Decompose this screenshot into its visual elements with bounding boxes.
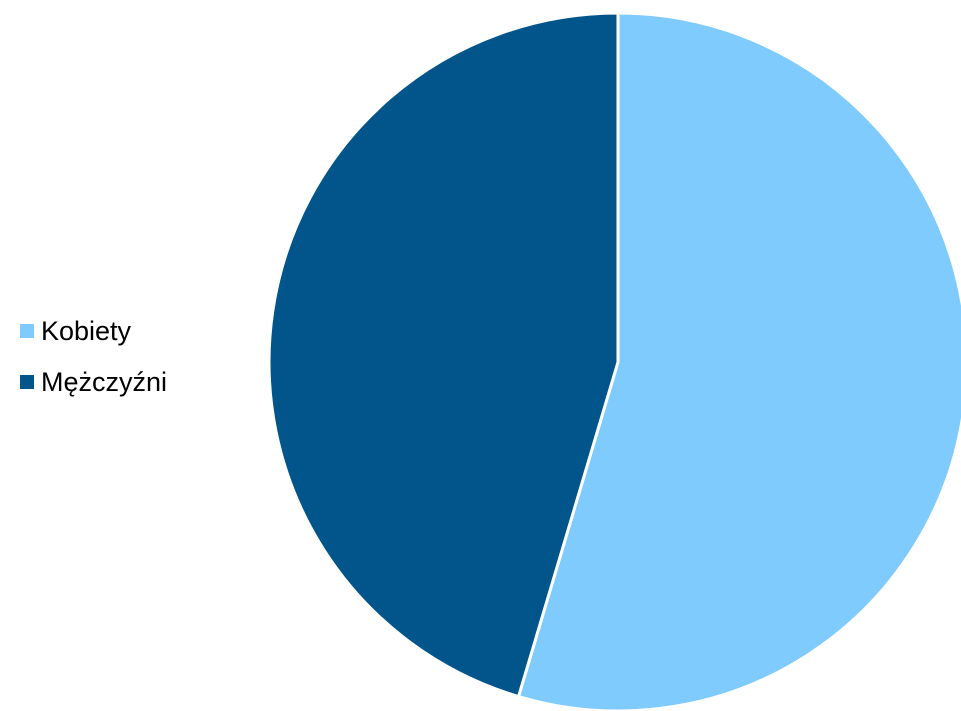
pie-slice-mezczyzni bbox=[267, 11, 620, 699]
chart-legend: Kobiety Mężczyźni bbox=[20, 318, 167, 420]
legend-label-kobiety: Kobiety bbox=[41, 316, 132, 346]
pie-slices bbox=[267, 11, 961, 711]
legend-item-kobiety: Kobiety bbox=[20, 316, 167, 346]
legend-swatch-mezczyzni bbox=[20, 375, 34, 389]
legend-item-mezczyzni: Mężczyźni bbox=[20, 367, 168, 397]
legend-label-mezczyzni: Mężczyźni bbox=[41, 367, 168, 397]
legend-swatch-kobiety bbox=[20, 324, 34, 338]
pie-slice-kobiety bbox=[517, 11, 961, 711]
